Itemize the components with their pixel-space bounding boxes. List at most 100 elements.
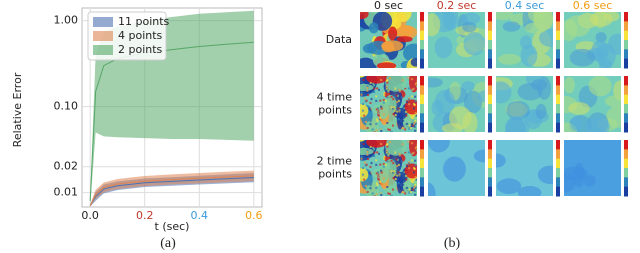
image-noise [363, 97, 366, 100]
image-noise [405, 186, 408, 189]
image-noise [385, 85, 388, 88]
image-noise [386, 89, 389, 92]
image-noise [411, 159, 414, 162]
image-noise [360, 157, 363, 160]
image-noise [404, 151, 407, 154]
image-noise [414, 159, 417, 162]
image-blob [366, 140, 388, 148]
image-noise [380, 171, 383, 174]
image-noise [402, 183, 405, 186]
image-noise [407, 87, 410, 90]
image-noise [380, 127, 383, 130]
image-noise [388, 141, 391, 144]
image-noise [408, 167, 411, 170]
image-noise [373, 80, 376, 83]
image-noise [391, 188, 394, 191]
image-noise [387, 153, 390, 156]
image-noise [360, 93, 363, 96]
colorbar [420, 94, 424, 105]
image-noise [389, 120, 392, 123]
image-noise [362, 143, 365, 146]
image-blob [428, 13, 441, 37]
panel-label: (a) [160, 236, 176, 251]
colorbar [420, 85, 424, 96]
image-noise [403, 178, 406, 181]
image-noise [388, 128, 391, 131]
image-noise [368, 171, 371, 174]
image-blob [434, 36, 453, 59]
colorbar [556, 186, 560, 197]
image-noise [376, 188, 379, 191]
image-blob [362, 43, 377, 54]
image-noise [362, 79, 365, 82]
image-noise [392, 98, 395, 101]
image-noise [385, 79, 388, 82]
image-noise [361, 103, 364, 106]
colorbar [624, 113, 628, 124]
colorbar [420, 113, 424, 124]
image-blob [443, 156, 466, 182]
image-noise [413, 167, 416, 170]
image-blob [519, 35, 532, 50]
image-blob [477, 90, 485, 103]
colorbar [420, 40, 424, 50]
image-noise [375, 159, 378, 162]
image-noise [412, 127, 415, 130]
legend-label: 11 points [118, 15, 170, 28]
image-blob [378, 163, 389, 184]
colorbar [624, 30, 628, 41]
image-noise [397, 107, 400, 110]
colorbar [420, 21, 424, 32]
image-blob [531, 79, 548, 91]
legend-swatch [93, 17, 113, 27]
image-noise [397, 158, 400, 161]
colorbar [624, 140, 628, 150]
colorbar [488, 104, 492, 114]
image-noise [373, 148, 376, 151]
image-noise [416, 162, 417, 165]
image-noise [390, 106, 393, 109]
legend-label: 4 points [118, 29, 163, 42]
image-blob [366, 76, 388, 84]
image-noise [392, 107, 395, 110]
image-noise [415, 85, 417, 88]
colorbar [624, 158, 628, 169]
image-noise [366, 190, 369, 193]
image-noise [367, 93, 370, 96]
image-noise [369, 187, 372, 190]
colorbar [624, 94, 628, 105]
image-blob [463, 90, 483, 114]
image-noise [377, 78, 380, 81]
image-noise [380, 107, 383, 110]
image-noise [375, 122, 378, 125]
row-label: 4 time [317, 91, 353, 104]
image-noise [415, 149, 417, 152]
image-noise [364, 120, 367, 123]
colorbar [420, 186, 424, 197]
column-label: 0.2 sec [437, 0, 477, 12]
image-noise [412, 124, 415, 127]
image-noise [361, 109, 364, 112]
image-noise [401, 143, 404, 146]
image-noise [390, 131, 393, 132]
image-noise [408, 103, 411, 106]
colorbar [488, 149, 492, 160]
column-label: 0 sec [374, 0, 403, 12]
image-noise [404, 192, 407, 195]
image-tile [564, 76, 621, 132]
y-tick-label: 0.01 [54, 186, 79, 199]
image-noise [414, 100, 417, 103]
image-noise [397, 99, 400, 102]
colorbar [624, 149, 628, 160]
image-noise [411, 88, 414, 91]
image-blob [381, 40, 404, 52]
image-noise [393, 106, 396, 109]
image-noise [364, 100, 367, 103]
image-noise [379, 180, 382, 183]
image-blob [403, 43, 417, 63]
image-noise [373, 131, 376, 132]
image-noise [412, 151, 415, 154]
image-blob [604, 95, 621, 108]
image-blob [385, 76, 407, 92]
image-noise [386, 96, 389, 99]
